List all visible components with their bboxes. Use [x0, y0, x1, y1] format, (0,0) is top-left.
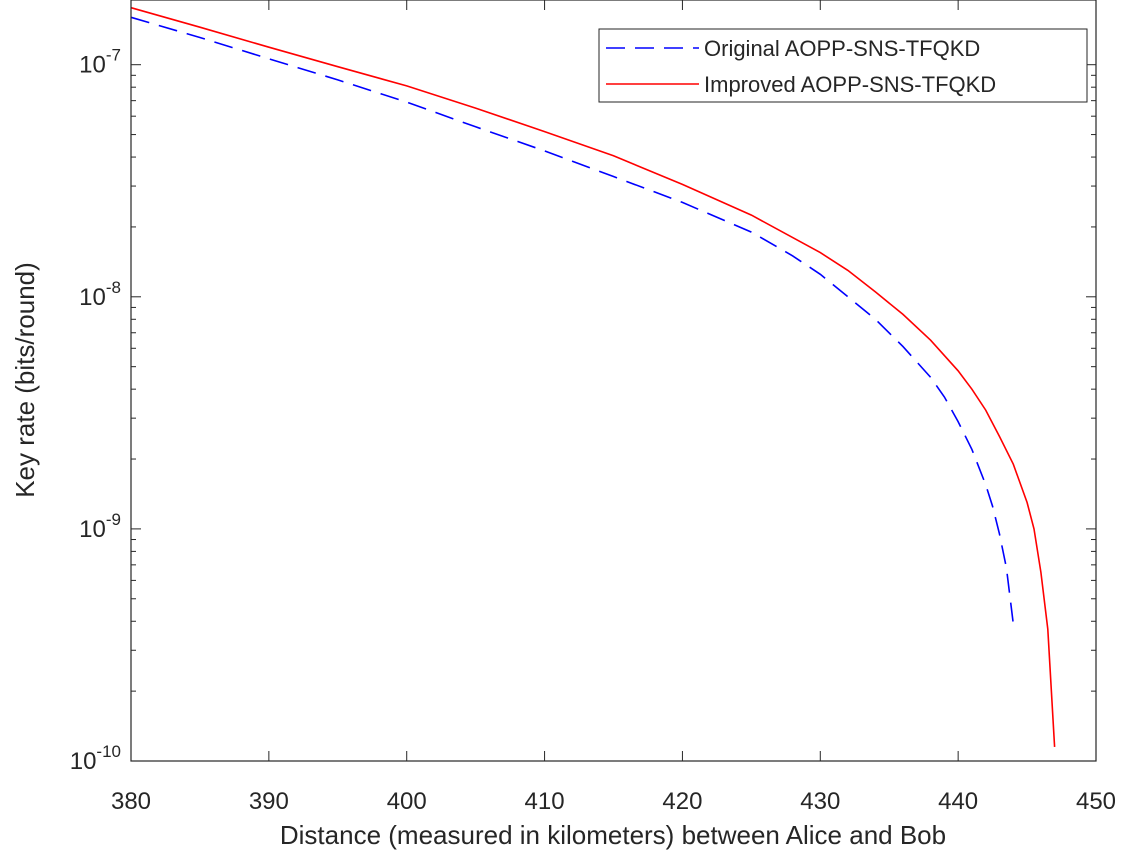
- x-tick-label: 400: [387, 788, 427, 815]
- series-layer: [130, 6, 1056, 747]
- plot-area: [131, 0, 1096, 761]
- x-tick-label: 420: [662, 788, 702, 815]
- x-axis-label: Distance (measured in kilometers) betwee…: [280, 820, 946, 850]
- y-tick-exponent: -10: [96, 742, 121, 761]
- y-tick-exponent: -7: [106, 46, 121, 65]
- x-tick-label: 440: [938, 788, 978, 815]
- y-tick-base: 10: [79, 284, 106, 311]
- x-tick-label: 380: [111, 788, 151, 815]
- x-tick-label: 450: [1076, 788, 1116, 815]
- x-tick-label: 430: [800, 788, 840, 815]
- x-tick-label: 390: [249, 788, 289, 815]
- y-tick-label: 10-9: [79, 510, 121, 543]
- plot-frame: [130, 0, 1097, 762]
- legend-box: [598, 28, 1088, 103]
- y-tick-base: 10: [79, 516, 106, 543]
- y-axis-label: Key rate (bits/round): [10, 262, 40, 498]
- y-tick-base: 10: [70, 748, 97, 775]
- y-tick-label: 10-10: [70, 742, 121, 775]
- y-tick-label: 10-7: [79, 46, 121, 79]
- legend-label-original: Original AOPP-SNS-TFQKD: [704, 36, 980, 61]
- legend-label-improved: Improved AOPP-SNS-TFQKD: [704, 72, 996, 97]
- legend: Original AOPP-SNS-TFQKD Improved AOPP-SN…: [598, 28, 1088, 103]
- series-improved-line: [130, 6, 1056, 747]
- series-original-line: [130, 16, 1015, 624]
- y-tick-label: 10-8: [79, 278, 121, 311]
- x-tick-label: 410: [525, 788, 565, 815]
- y-tick-base: 10: [79, 52, 106, 79]
- x-axis-ticks: 380 390 400 410 420 430 440 450: [111, 0, 1116, 815]
- y-tick-exponent: -9: [106, 510, 121, 529]
- y-tick-exponent: -8: [106, 278, 121, 297]
